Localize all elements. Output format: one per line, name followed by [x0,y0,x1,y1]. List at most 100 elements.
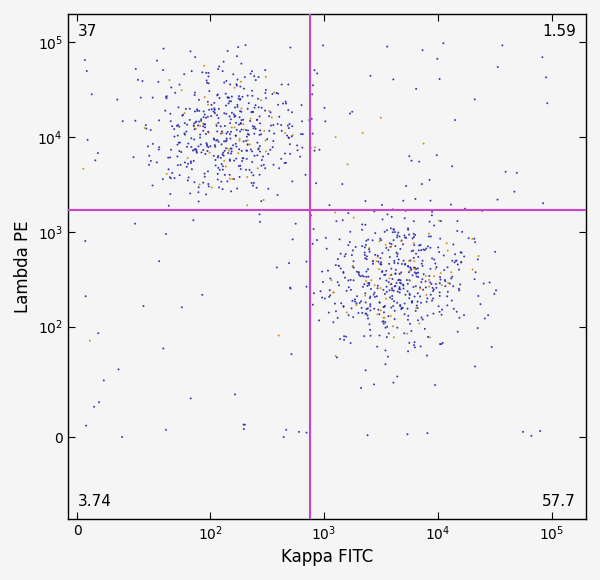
Point [410,292,419,301]
Point [349,276,358,285]
Point [433,243,443,252]
Point [356,296,366,306]
Point [348,262,358,271]
Point [373,251,383,260]
Point [161,92,171,101]
Point [328,288,338,297]
Point [397,237,406,246]
Point [82,66,92,75]
Point [435,74,445,84]
Point [383,245,393,255]
Point [455,280,465,289]
Point [117,432,127,441]
Point [213,169,223,179]
Point [87,90,97,99]
Point [229,175,239,184]
Point [383,210,392,219]
Point [335,235,344,244]
Point [391,241,400,251]
Point [398,281,408,290]
Point [376,235,386,245]
Point [334,262,344,271]
Point [349,256,358,266]
Point [261,147,271,156]
Point [361,240,371,249]
Point [83,135,92,144]
Point [391,281,400,291]
Point [173,152,182,161]
Point [222,136,232,145]
Point [209,134,218,143]
Point [401,290,410,299]
Point [166,173,176,183]
Point [187,142,196,151]
Point [358,308,367,317]
Point [357,303,367,313]
Point [166,109,175,118]
Point [200,172,209,182]
Point [382,332,392,342]
Point [352,300,361,310]
Point [424,282,434,291]
Point [166,83,176,92]
Point [226,97,236,106]
Point [440,276,449,285]
Point [362,304,371,314]
Point [349,313,358,322]
Point [360,251,370,260]
Point [364,278,373,288]
Point [435,288,445,297]
Point [364,244,374,253]
Point [425,271,434,281]
Point [217,140,226,149]
Point [359,332,369,341]
Point [253,164,263,173]
Point [331,260,341,270]
Point [413,303,422,313]
Point [237,146,247,155]
Point [224,93,234,103]
Point [413,252,423,262]
Point [250,151,259,161]
Point [207,104,217,114]
Point [194,117,204,126]
Point [388,75,398,84]
Point [245,165,254,175]
Point [387,212,397,222]
Point [269,121,278,130]
Point [413,273,423,282]
Point [213,153,223,162]
Point [285,119,295,129]
Point [231,139,241,148]
Point [144,160,154,169]
Point [484,310,493,320]
Point [374,257,383,266]
Point [427,253,437,263]
Point [485,278,494,287]
Point [399,256,409,266]
Point [336,264,346,273]
Point [283,80,293,89]
Point [380,317,390,327]
Point [355,298,365,307]
Point [359,272,368,281]
Point [473,324,482,333]
Point [403,279,413,288]
Point [389,224,398,234]
Point [240,72,250,82]
Point [409,282,418,292]
Point [186,394,196,403]
Point [202,76,211,85]
Point [195,133,205,142]
Point [412,272,421,281]
Point [163,153,173,162]
Point [280,129,290,138]
Point [403,430,412,439]
Point [408,234,418,243]
Point [287,122,297,131]
Point [385,238,395,248]
Point [348,262,358,271]
Point [269,136,278,146]
Point [400,329,409,338]
Point [427,280,436,289]
